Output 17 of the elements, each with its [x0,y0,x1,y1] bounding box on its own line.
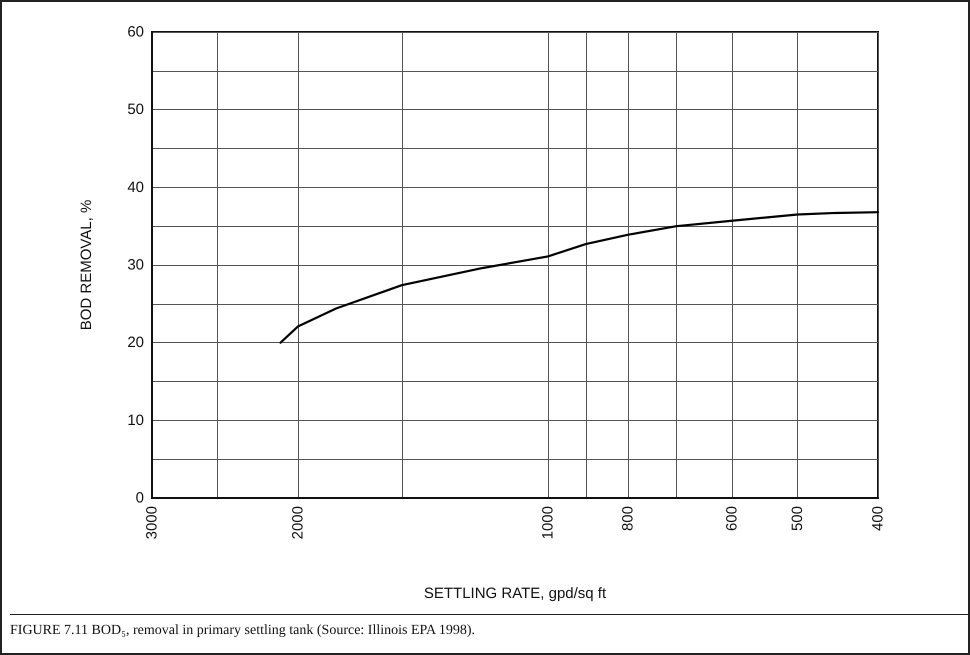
x-tick-label: 800 [620,506,637,532]
y-axis-title: BOD REMOVAL, % [78,200,95,330]
x-tick-label: 400 [870,506,886,532]
y-tick-label: 20 [127,334,144,352]
y-tick-label: 50 [127,101,144,118]
x-tick-label: 3000 [144,506,160,540]
y-tick-label: 60 [127,24,144,40]
y-tick-label: 40 [127,178,144,196]
y-tick-label: 30 [127,256,144,274]
x-tick-label: 500 [789,506,806,532]
caption: FIGURE 7.11 BOD₅, removal in primary settling tank (Source: Illinois EPA 1998). [10,623,476,639]
y-tick-label: 0 [136,490,144,506]
x-axis-title: SETTLING RATE, gpd/sq ft [424,585,607,602]
x-tick-label: 2000 [290,506,307,540]
x-tick-label: 1000 [539,506,556,540]
y-tick-label: 10 [127,412,144,429]
x-tick-label: 600 [723,506,740,532]
